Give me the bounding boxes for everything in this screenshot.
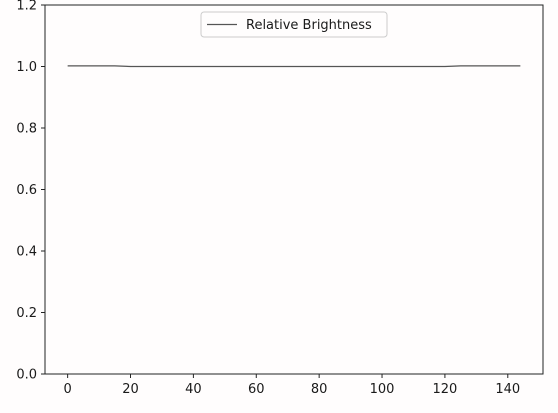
y-tick-label: 1.2 [16, 0, 37, 14]
legend: Relative Brightness [200, 11, 388, 38]
y-axis: 0.0 0.2 0.4 0.6 0.8 1.0 1.2 [16, 0, 45, 383]
series-layer [67, 65, 521, 68]
series-line [67, 65, 521, 68]
x-tick-label: 40 [185, 382, 202, 397]
y-tick-label: 1.0 [16, 60, 37, 75]
y-tick-label: 0.8 [16, 122, 37, 137]
x-tick-label: 0 [63, 382, 71, 397]
y-tick-label: 0.4 [16, 245, 37, 260]
x-tick-label: 100 [370, 382, 395, 397]
y-tick-label: 0.2 [16, 306, 37, 321]
x-tick-label: 20 [122, 382, 139, 397]
legend-label: Relative Brightness [246, 18, 372, 33]
x-tick-label: 140 [495, 382, 520, 397]
legend-box [200, 11, 388, 38]
x-axis: 0 20 40 60 80 100 120 140 [63, 374, 520, 397]
x-tick-label: 120 [432, 382, 457, 397]
x-tick-label: 60 [248, 382, 265, 397]
y-tick-label: 0.6 [16, 183, 37, 198]
x-tick-label: 80 [311, 382, 328, 397]
y-tick-label: 0.0 [16, 368, 37, 383]
